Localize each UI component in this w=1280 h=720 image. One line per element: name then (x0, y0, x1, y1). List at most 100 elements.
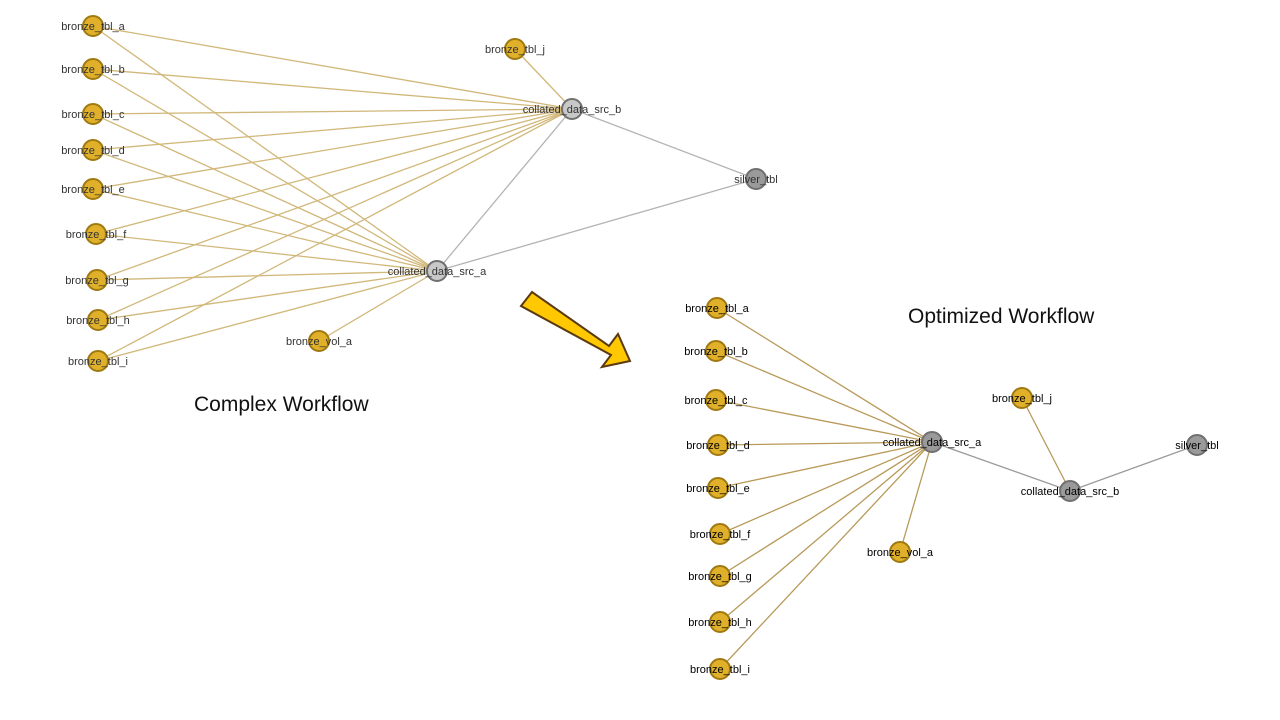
edge-bronze_vol_a-to-collated_data_src_a (318, 270, 438, 342)
edge-bronze_tbl_f-to-collated_data_src_a (719, 441, 933, 535)
node-circle (745, 168, 767, 190)
node-label: bronze_tbl_a (685, 303, 749, 315)
node-circle (504, 38, 526, 60)
node-bronze-tbl-a: bronze_tbl_a (685, 297, 750, 319)
node-label: bronze_tbl_b (684, 346, 748, 358)
node-bronze-tbl-b: bronze_tbl_b (684, 340, 748, 362)
node-label: collated_data_src_b (523, 104, 621, 116)
edge-bronze_tbl_f-to-collated_data_src_b (95, 108, 573, 235)
transition-arrow (519, 290, 632, 369)
node-bronze-vol-a: bronze_vol_a (867, 541, 934, 563)
node-bronze-tbl-a: bronze_tbl_a (61, 15, 126, 37)
edge-collated_data_src_b-to-silver_tbl (1069, 444, 1198, 492)
node-circle (85, 223, 107, 245)
edge-bronze_tbl_c-to-collated_data_src_b (92, 108, 573, 115)
node-label: bronze_tbl_a (61, 21, 125, 33)
node-circle (1186, 434, 1208, 456)
node-circle (1059, 480, 1081, 502)
node-collated-data-src-a: collated_data_src_a (388, 260, 487, 282)
node-label: silver_tbl (1175, 440, 1218, 452)
edge-bronze_tbl_g-to-collated_data_src_b (96, 108, 573, 281)
node-circle (705, 389, 727, 411)
node-label: bronze_tbl_i (690, 664, 750, 676)
edge-bronze_tbl_e-to-collated_data_src_a (717, 441, 933, 489)
node-bronze-tbl-j: bronze_tbl_j (992, 387, 1052, 409)
node-circle (709, 658, 731, 680)
edge-bronze_tbl_h-to-collated_data_src_b (97, 108, 573, 321)
node-label: bronze_tbl_e (686, 483, 750, 495)
node-silver-tbl: silver_tbl (734, 168, 778, 190)
edge-bronze_tbl_g-to-collated_data_src_a (719, 441, 933, 577)
optimized-nodes: bronze_tbl_abronze_tbl_bbronze_tbl_cbron… (684, 297, 1219, 680)
node-label: bronze_tbl_d (61, 145, 125, 157)
node-circle (426, 260, 448, 282)
edge-bronze_tbl_i-to-collated_data_src_b (97, 108, 573, 362)
edge-bronze_tbl_a-to-collated_data_src_b (92, 25, 573, 110)
edge-bronze_tbl_a-to-collated_data_src_a (92, 25, 438, 272)
edge-bronze_tbl_i-to-collated_data_src_a (97, 270, 438, 362)
edge-bronze_tbl_j-to-collated_data_src_b (1021, 397, 1071, 492)
edge-collated_data_src_b-to-silver_tbl (571, 108, 757, 180)
edge-bronze_tbl_g-to-collated_data_src_a (96, 270, 438, 281)
edge-bronze_tbl_b-to-collated_data_src_a (715, 350, 933, 443)
edge-bronze_tbl_i-to-collated_data_src_a (719, 441, 933, 670)
node-label: silver_tbl (734, 174, 777, 186)
node-label: bronze_tbl_g (65, 275, 129, 287)
node-circle (86, 269, 108, 291)
node-collated-data-src-b: collated_data_src_b (523, 98, 621, 120)
edge-bronze_tbl_c-to-collated_data_src_a (715, 399, 933, 443)
node-circle (561, 98, 583, 120)
node-bronze-tbl-i: bronze_tbl_i (68, 350, 128, 372)
node-label: bronze_tbl_b (61, 64, 125, 76)
node-collated-data-src-b: collated_data_src_b (1021, 480, 1119, 502)
edge-bronze_tbl_b-to-collated_data_src_b (92, 68, 573, 110)
node-circle (709, 565, 731, 587)
complex-nodes: bronze_tbl_abronze_tbl_bbronze_tbl_cbron… (61, 15, 778, 372)
node-label: bronze_tbl_h (66, 315, 130, 327)
node-label: bronze_tbl_f (690, 529, 751, 541)
node-label: collated_data_src_b (1021, 486, 1119, 498)
edge-bronze_tbl_d-to-collated_data_src_a (92, 149, 438, 272)
node-bronze-tbl-h: bronze_tbl_h (688, 611, 752, 633)
node-label: bronze_vol_a (286, 336, 353, 348)
node-bronze-tbl-e: bronze_tbl_e (686, 477, 750, 499)
edge-bronze_tbl_d-to-collated_data_src_a (717, 441, 933, 446)
edge-bronze_tbl_h-to-collated_data_src_a (97, 270, 438, 321)
node-bronze-tbl-f: bronze_tbl_f (690, 523, 751, 545)
node-bronze-tbl-d: bronze_tbl_d (61, 139, 125, 161)
node-circle (707, 477, 729, 499)
node-label: bronze_tbl_f (66, 229, 127, 241)
node-bronze-tbl-c: bronze_tbl_c (62, 103, 125, 125)
edge-bronze_tbl_c-to-collated_data_src_a (92, 113, 438, 272)
node-circle (709, 523, 731, 545)
node-label: bronze_tbl_c (685, 395, 748, 407)
node-circle (705, 340, 727, 362)
complex-workflow-caption: Complex Workflow (194, 393, 369, 416)
node-circle (889, 541, 911, 563)
edge-bronze_vol_a-to-collated_data_src_a (899, 441, 933, 553)
node-circle (707, 434, 729, 456)
edge-bronze_tbl_e-to-collated_data_src_b (92, 108, 573, 190)
node-circle (87, 350, 109, 372)
node-bronze-tbl-d: bronze_tbl_d (686, 434, 750, 456)
node-circle (709, 611, 731, 633)
node-circle (308, 330, 330, 352)
node-bronze-tbl-c: bronze_tbl_c (685, 389, 748, 411)
node-circle (82, 139, 104, 161)
edge-bronze_tbl_b-to-collated_data_src_a (92, 68, 438, 272)
complex-edges (92, 25, 757, 362)
node-label: collated_data_src_a (388, 266, 487, 278)
node-circle (82, 103, 104, 125)
optimized-edges (715, 307, 1198, 670)
edge-collated_data_src_a-to-collated_data_src_b (931, 441, 1071, 492)
node-label: bronze_tbl_j (992, 393, 1052, 405)
edge-collated_data_src_a-to-silver_tbl (436, 178, 757, 272)
edge-collated_data_src_a-to-collated_data_src_b (436, 108, 573, 272)
node-label: bronze_tbl_c (62, 109, 125, 121)
node-bronze-tbl-g: bronze_tbl_g (688, 565, 752, 587)
optimized-workflow-caption: Optimized Workflow (908, 305, 1095, 328)
node-label: bronze_tbl_h (688, 617, 752, 629)
edge-bronze_tbl_d-to-collated_data_src_b (92, 108, 573, 151)
node-bronze-tbl-e: bronze_tbl_e (61, 178, 125, 200)
